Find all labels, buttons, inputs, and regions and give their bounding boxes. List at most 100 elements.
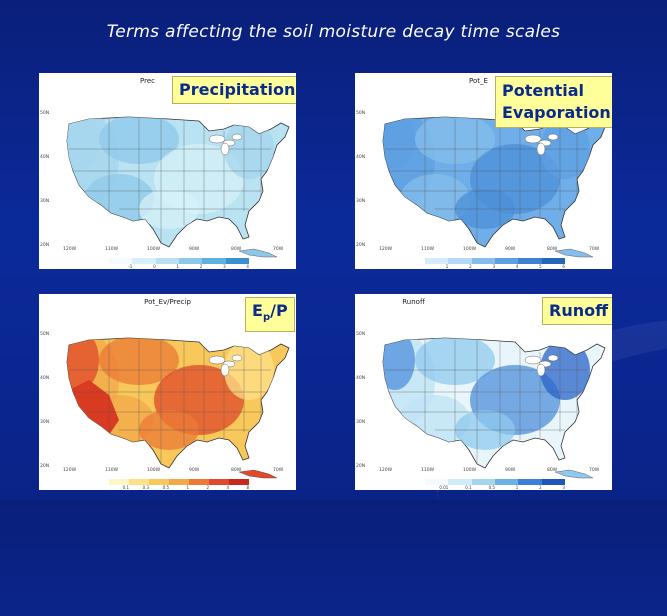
high-ratio-region (69, 380, 119, 435)
colorbar-segment (202, 258, 226, 264)
panel-small-title: Prec (140, 77, 155, 85)
lat-tick-label: 30N (40, 199, 50, 204)
precipitation-map-panel: Prec Precipitation 50N 40N 30N 20N 120W 110W 1… (39, 73, 296, 269)
colorbar-segment (541, 258, 565, 264)
lat-tick-label: 50N (356, 111, 366, 116)
lon-tick-label: 90W (189, 468, 200, 473)
colorbar-tick-label: 2 (469, 264, 472, 269)
lon-tick-label: 70W (273, 247, 284, 252)
colorbar-segment (494, 258, 519, 264)
great-lake (220, 142, 230, 156)
lat-tick-label: 20N (40, 464, 50, 469)
lon-tick-label: 110W (105, 247, 119, 252)
colorbar-segment (155, 258, 179, 264)
map-color-region (383, 117, 415, 169)
lon-tick-label: 110W (421, 247, 435, 252)
great-lake (536, 363, 546, 377)
colorbar-ticks: 1 2 3 4 5 6 (425, 264, 565, 269)
great-lake (231, 133, 243, 141)
lon-tick-label: 80W (231, 247, 242, 252)
ep-over-p-map-panel: Pot_Ev/Precip Ep/P 50N 40N 30N 20N 120W 110W 1… (39, 294, 296, 490)
colorbar-tick-label: 4 (515, 264, 519, 269)
colorbar-ticks: -1 0 1 2 3 4 (109, 264, 249, 269)
colorbar-segment (448, 479, 472, 485)
great-lake (547, 133, 559, 141)
colorbar-tick-label: 0.1 (465, 485, 472, 490)
great-lake (524, 134, 542, 144)
lat-tick-label: 50N (356, 332, 366, 337)
colorbar-segment (178, 258, 203, 264)
colorbar-tick-label: -1 (128, 264, 133, 269)
colorbar-segment (518, 479, 542, 485)
colorbar-tick-label: 3 (223, 264, 226, 269)
colorbar-tick-label: 4 (246, 264, 249, 269)
map-svg (66, 116, 290, 258)
lon-tick-label: 80W (547, 468, 558, 473)
colorbar-segment (494, 479, 519, 485)
panel-small-title: Pot_E (469, 77, 488, 85)
colorbar-segment (541, 479, 565, 485)
panel-small-title: Pot_Ev/Precip (144, 298, 191, 306)
colorbar-tick-label: 0.3 (142, 485, 149, 490)
lon-tick-label: 110W (421, 468, 435, 473)
lon-tick-label: 120W (63, 468, 77, 473)
colorbar-tick-label: 2 (199, 264, 203, 269)
colorbar-segment (229, 479, 249, 485)
lon-tick-label: 70W (273, 468, 284, 473)
colorbar-ticks: 0.1 0.3 0.5 1 2 4 8 (109, 485, 249, 490)
great-lake (220, 363, 230, 377)
colorbar-segment (129, 479, 149, 485)
cuba-island (238, 469, 278, 479)
colorbar (425, 479, 565, 485)
label-line-2: Evaporation (502, 103, 611, 122)
lon-tick-label: 80W (231, 468, 242, 473)
lat-tick-label: 40N (40, 155, 50, 160)
colorbar-tick-label: 0.1 (122, 485, 129, 490)
lon-tick-label: 70W (589, 468, 600, 473)
colorbar-tick-label: 4 (226, 485, 229, 490)
label-line-1: Potential (502, 81, 585, 100)
colorbar (425, 258, 565, 264)
lat-tick-label: 50N (40, 332, 50, 337)
colorbar-tick-label: 0.5 (488, 485, 495, 490)
potential-evaporation-map-panel: Pot_E Potential Evaporation 50N 40N 30N 20N… (355, 73, 612, 269)
colorbar-segment (425, 479, 449, 485)
colorbar-tick-label: 3 (492, 264, 495, 269)
great-lake (547, 354, 559, 362)
lat-tick-label: 30N (40, 420, 50, 425)
colorbar (109, 479, 249, 485)
cuba-island (238, 248, 278, 258)
colorbar-tick-label: 2 (206, 485, 209, 490)
lon-tick-label: 100W (147, 468, 161, 473)
lon-tick-label: 80W (547, 247, 558, 252)
colorbar-segment (471, 258, 495, 264)
panel-small-title: Runoff (402, 298, 425, 306)
colorbar-tick-label: 1 (515, 485, 519, 490)
lat-tick-label: 20N (40, 243, 50, 248)
lat-tick-label: 50N (40, 111, 50, 116)
colorbar-segment (169, 479, 189, 485)
lat-tick-label: 40N (356, 376, 366, 381)
great-lake (208, 355, 226, 365)
lon-tick-label: 100W (463, 468, 477, 473)
lon-tick-label: 100W (463, 247, 477, 252)
lon-tick-label: 100W (147, 247, 161, 252)
colorbar-ticks: 0.01 0.1 0.5 1 2 3 (425, 485, 565, 490)
lon-tick-label: 120W (379, 468, 393, 473)
great-lake (524, 355, 542, 365)
colorbar-segment (425, 258, 449, 264)
great-lake (208, 134, 226, 144)
lat-tick-label: 40N (356, 155, 366, 160)
map-color-region (383, 338, 415, 390)
lon-tick-label: 90W (505, 247, 516, 252)
map-svg (382, 116, 606, 258)
cuba-island (554, 248, 594, 258)
runoff-label: Runoff (542, 297, 612, 325)
ep-over-p-label: Ep/P (245, 297, 295, 333)
colorbar-segment (518, 258, 542, 264)
lat-tick-label: 20N (356, 464, 366, 469)
lon-tick-label: 70W (589, 247, 600, 252)
map-color-region (67, 338, 99, 390)
colorbar-segment (448, 258, 472, 264)
colorbar-tick-label: 1 (445, 264, 449, 269)
